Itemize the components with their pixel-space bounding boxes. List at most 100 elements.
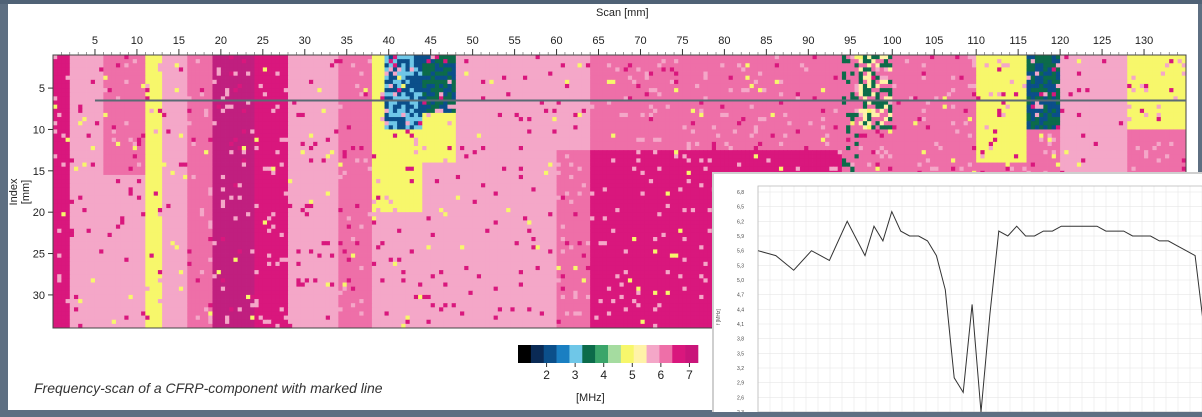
heatmap-cell: [640, 117, 646, 122]
heatmap-cell: [397, 100, 402, 106]
heatmap-cell: [258, 129, 264, 134]
heatmap-cell: [1076, 55, 1082, 60]
heatmap-cell: [737, 121, 742, 126]
heatmap-cell: [502, 129, 507, 134]
heatmap-cell: [346, 59, 352, 64]
heatmap-cell: [334, 104, 339, 110]
heatmap-cell: [1034, 112, 1040, 118]
heatmap-cell: [493, 55, 499, 60]
heatmap-cell: [472, 108, 478, 114]
heatmap-cell: [225, 67, 230, 72]
heatmap-cell: [900, 79, 906, 85]
heatmap-cell: [543, 55, 549, 60]
heatmap-cell: [564, 67, 570, 72]
heatmap-cell: [78, 121, 83, 126]
heatmap-cell: [472, 75, 478, 81]
heatmap-cell: [1127, 125, 1132, 130]
heatmap-cell: [422, 71, 427, 77]
heatmap-cell: [107, 121, 113, 126]
heatmap-cell: [1068, 112, 1074, 118]
heatmap-cell: [418, 96, 423, 101]
heatmap-cell: [136, 100, 142, 106]
heatmap-cell: [313, 67, 318, 72]
heatmap-cell: [934, 55, 939, 60]
heatmap-cell: [678, 117, 683, 122]
heatmap-cell: [1039, 71, 1044, 77]
heatmap-cell: [686, 121, 692, 126]
heatmap-cell: [577, 129, 583, 134]
heatmap-cell: [405, 55, 411, 60]
heatmap-cell: [392, 129, 398, 134]
heatmap-cell: [229, 92, 234, 97]
heatmap-cell: [1127, 88, 1132, 93]
heatmap-cell: [1160, 79, 1166, 85]
heatmap-cell: [120, 67, 125, 72]
heatmap-cell: [78, 100, 83, 106]
heatmap-cell: [350, 59, 356, 64]
heatmap-cell: [632, 63, 637, 68]
heatmap-cell: [1009, 83, 1015, 89]
heatmap-cell: [225, 104, 230, 110]
heatmap-cell: [829, 104, 834, 110]
heatmap-cell: [1097, 79, 1103, 85]
heatmap-cell: [632, 112, 637, 118]
heatmap-cell: [1013, 79, 1019, 85]
heatmap-cell: [334, 63, 339, 68]
heatmap-cell: [606, 92, 612, 97]
heatmap-cell: [627, 100, 633, 106]
heatmap-cell: [804, 100, 809, 106]
heatmap-cell: [548, 92, 553, 97]
heatmap-cell: [984, 117, 990, 122]
heatmap-cell: [569, 117, 574, 122]
heatmap-cell: [992, 75, 998, 81]
heatmap-cell: [997, 121, 1002, 126]
heatmap-cell: [342, 92, 348, 97]
heatmap-cell: [187, 104, 192, 110]
heatmap-cell: [367, 104, 373, 110]
heatmap-cell: [141, 59, 146, 64]
heatmap-cell: [1089, 79, 1095, 85]
heatmap-cell: [745, 63, 750, 68]
heatmap-cell: [787, 121, 792, 126]
heatmap-cell: [766, 83, 771, 89]
heatmap-cell: [115, 108, 121, 114]
heatmap-cell: [552, 129, 557, 134]
heatmap-cell: [506, 75, 511, 81]
heatmap-cell: [476, 108, 482, 114]
heatmap-cell: [682, 63, 688, 68]
heatmap-cell: [833, 71, 839, 77]
heatmap-cell: [1026, 71, 1032, 77]
heatmap-cell: [334, 117, 339, 122]
heatmap-cell: [124, 88, 129, 93]
heatmap-cell: [258, 55, 264, 60]
heatmap-cell: [1081, 92, 1086, 97]
heatmap-cell: [1085, 59, 1090, 64]
heatmap-cell: [1076, 112, 1082, 118]
heatmap-cell: [1173, 96, 1179, 101]
heatmap-cell: [1064, 67, 1069, 72]
heatmap-cell: [728, 125, 734, 130]
heatmap-cell: [543, 88, 549, 93]
heatmap-cell: [1114, 59, 1120, 64]
heatmap-cell: [220, 108, 226, 114]
heatmap-cell: [522, 108, 528, 114]
heatmap-cell: [241, 71, 247, 77]
heatmap-cell: [103, 71, 108, 77]
heatmap-cell: [514, 59, 520, 64]
heatmap-cell: [606, 75, 612, 81]
heatmap-cell: [644, 55, 650, 60]
heatmap-cell: [808, 117, 813, 122]
heatmap-cell: [867, 75, 872, 81]
heatmap-cell: [913, 96, 918, 101]
heatmap-cell: [430, 121, 436, 126]
heatmap-cell: [317, 83, 322, 89]
heatmap-cell: [1030, 92, 1036, 97]
heatmap-cell: [216, 129, 222, 134]
heatmap-cell: [774, 63, 780, 68]
heatmap-cell: [992, 96, 998, 101]
heatmap-cell: [627, 92, 633, 97]
heatmap-cell: [896, 55, 902, 60]
heatmap-cell: [329, 96, 335, 101]
heatmap-cell: [1148, 108, 1153, 114]
heatmap-cell: [627, 117, 633, 122]
